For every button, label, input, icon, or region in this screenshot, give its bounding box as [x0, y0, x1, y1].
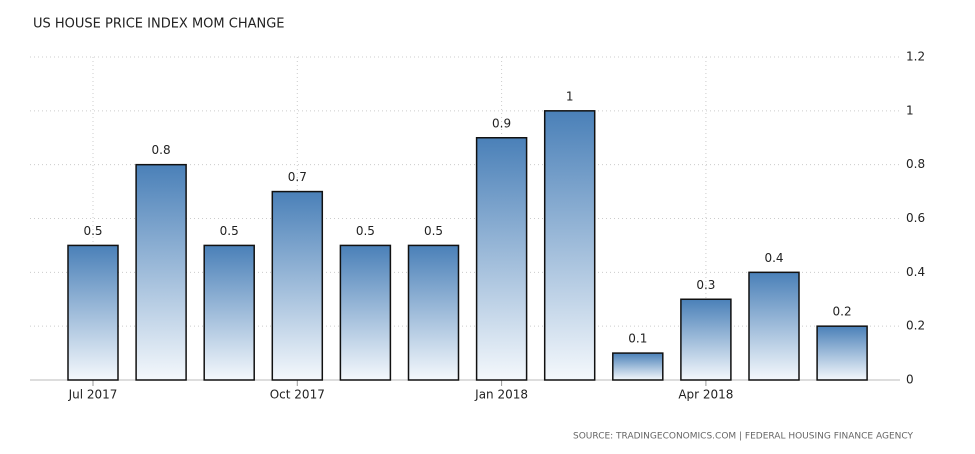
bar [203, 244, 255, 381]
data-label: 0.5 [356, 224, 375, 238]
x-tick-label: Jul 2017 [68, 388, 118, 402]
data-label: 0.7 [288, 170, 307, 184]
source: SOURCE: TRADINGECONOMICS.COM | FEDERAL H… [573, 432, 913, 442]
x-tick-label: Jan 2018 [474, 388, 528, 402]
bar [339, 244, 392, 381]
y-tick-label: 0 [906, 373, 914, 387]
data-label: 0.4 [764, 251, 783, 265]
data-label: 0.5 [220, 224, 239, 238]
bar [67, 244, 119, 381]
y-tick-label: 0.8 [906, 157, 925, 171]
data-label: 0.2 [833, 305, 852, 319]
y-tick-label: 0.2 [906, 319, 925, 333]
y-tick-label: 0.4 [906, 265, 925, 279]
bar [543, 110, 596, 381]
x-tick-label: Oct 2017 [270, 388, 325, 402]
data-label: 1 [566, 89, 574, 103]
y-tick-label: 1 [906, 103, 914, 117]
bar [748, 271, 800, 381]
bar [612, 352, 664, 381]
bar [135, 163, 187, 381]
data-label: 0.5 [424, 224, 443, 238]
data-label: 0.9 [492, 116, 511, 130]
data-label: 0.8 [152, 143, 171, 157]
y-tick-label: 0.6 [906, 211, 925, 225]
data-label: 0.5 [83, 224, 102, 238]
chart-title: US HOUSE PRICE INDEX MOM CHANGE [33, 17, 285, 32]
data-label: 0.3 [696, 278, 715, 292]
x-tick-label: Apr 2018 [678, 388, 733, 402]
bar [407, 244, 460, 381]
bar [271, 190, 324, 381]
y-tick-label: 1.2 [906, 50, 925, 64]
bar [680, 298, 732, 381]
bar [475, 137, 528, 381]
bar [816, 325, 868, 381]
data-label: 0.1 [628, 332, 647, 346]
